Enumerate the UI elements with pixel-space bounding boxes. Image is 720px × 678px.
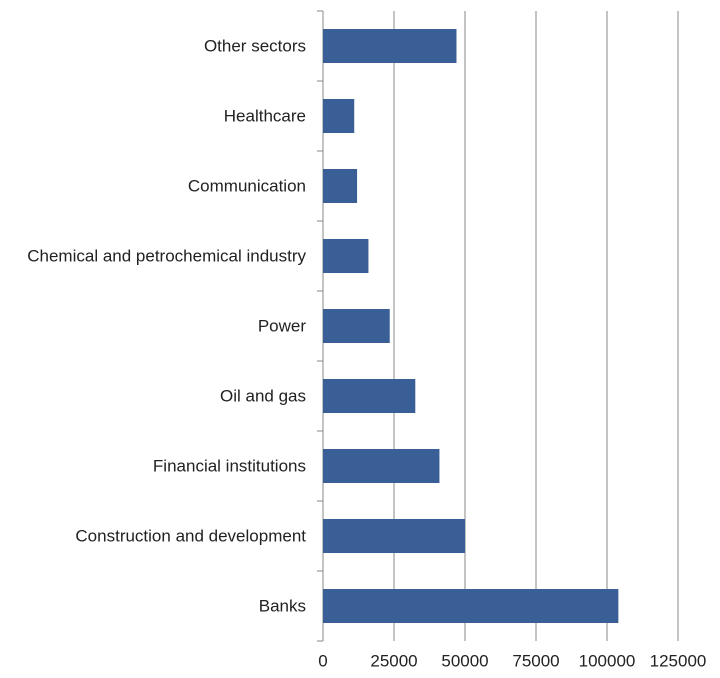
bar: [323, 449, 440, 483]
bar: [323, 99, 355, 133]
bar: [323, 169, 358, 203]
y-tick-label: Oil and gas: [220, 386, 306, 406]
y-tick-label: Communication: [187, 176, 306, 196]
x-tick-label: 0: [318, 651, 327, 670]
y-tick-label: Healthcare: [223, 106, 306, 126]
x-tick-label: 125000: [650, 651, 707, 670]
y-tick-label: Other sectors: [203, 36, 306, 56]
x-tick-label: 100000: [579, 651, 636, 670]
bar: [323, 379, 416, 413]
y-tick-label: Banks: [258, 596, 306, 616]
x-tick-label: 25000: [370, 651, 417, 670]
y-tick-label: Power: [257, 316, 306, 336]
bar: [323, 239, 369, 273]
bar: [323, 309, 390, 343]
bar: [323, 519, 465, 553]
bar: [323, 589, 619, 623]
y-tick-label: Financial institutions: [152, 456, 306, 476]
y-tick-label: Construction and development: [75, 526, 306, 546]
bar: [323, 29, 457, 63]
x-tick-label: 75000: [512, 651, 559, 670]
x-tick-label: 50000: [441, 651, 488, 670]
y-tick-label: Chemical and petrochemical industry: [27, 246, 306, 266]
